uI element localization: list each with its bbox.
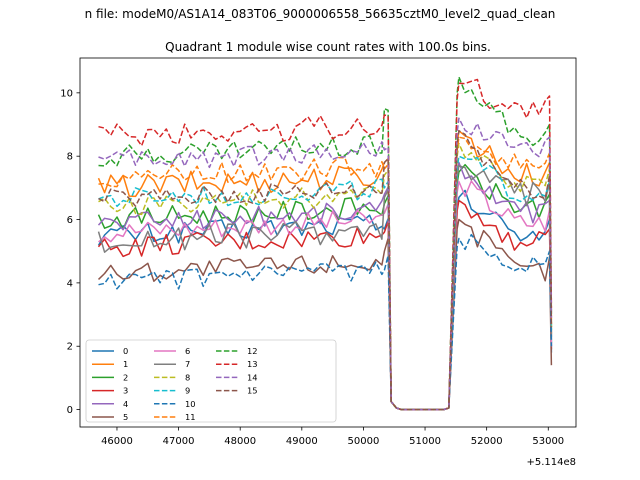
y-tick-label: 10 — [60, 88, 73, 99]
chart-title: Quadrant 1 module wise count rates with … — [165, 40, 491, 54]
series-line-7 — [97, 164, 553, 411]
legend-label-12: 12 — [247, 346, 258, 356]
legend-label-5: 5 — [123, 412, 128, 422]
legend-box — [85, 339, 337, 423]
series-line-15 — [98, 130, 553, 411]
series-line-10 — [98, 233, 553, 411]
x-axis: 46000 47000 48000 49000 50000 51000 52000 53000 — [101, 427, 564, 447]
series-line-9 — [98, 155, 553, 411]
x-tick-label: 47000 — [163, 436, 195, 447]
legend-label-15: 15 — [247, 386, 258, 396]
legend-label-6: 6 — [185, 346, 190, 356]
y-axis: 0 2 4 6 8 10 — [60, 88, 80, 416]
y-tick-label: 0 — [67, 405, 73, 416]
x-tick-label: 53000 — [532, 436, 564, 447]
legend-label-7: 7 — [185, 359, 190, 369]
legend-label-14: 14 — [247, 372, 258, 382]
x-tick-label: 46000 — [101, 436, 133, 447]
x-tick-label: 48000 — [224, 436, 256, 447]
x-tick-label: 49000 — [286, 436, 318, 447]
series-line-11 — [98, 136, 553, 411]
x-tick-label: 50000 — [348, 436, 380, 447]
legend-label-0: 0 — [123, 346, 128, 356]
x-tick-label: 51000 — [409, 436, 441, 447]
series-line-4 — [97, 161, 553, 411]
legend-label-8: 8 — [185, 372, 190, 382]
series-line-6 — [98, 180, 553, 411]
series-line-13 — [98, 78, 553, 411]
legend-label-11: 11 — [185, 412, 196, 422]
plot-area — [79, 57, 577, 428]
x-tick-label: 52000 — [471, 436, 503, 447]
legend-label-9: 9 — [185, 386, 190, 396]
y-tick-label: 4 — [67, 278, 73, 289]
y-tick-label: 2 — [67, 342, 73, 353]
legend-label-10: 10 — [185, 399, 196, 409]
series-layer — [97, 76, 553, 411]
series-line-2 — [97, 163, 553, 411]
y-tick-label: 6 — [67, 215, 73, 226]
series-line-3 — [97, 199, 553, 411]
plot-frame — [79, 57, 577, 428]
series-line-12 — [98, 76, 553, 411]
y-tick-label: 8 — [67, 152, 73, 163]
legend-label-1: 1 — [123, 359, 128, 369]
legend-label-2: 2 — [123, 372, 128, 382]
legend-label-13: 13 — [247, 359, 258, 369]
legend-label-4: 4 — [123, 399, 128, 409]
figure-suptitle: n file: modeM0/AS1A14_083T06_9000006558_… — [85, 7, 556, 21]
legend-label-3: 3 — [123, 386, 128, 396]
x-offset-label: +5.114e8 — [526, 457, 576, 468]
